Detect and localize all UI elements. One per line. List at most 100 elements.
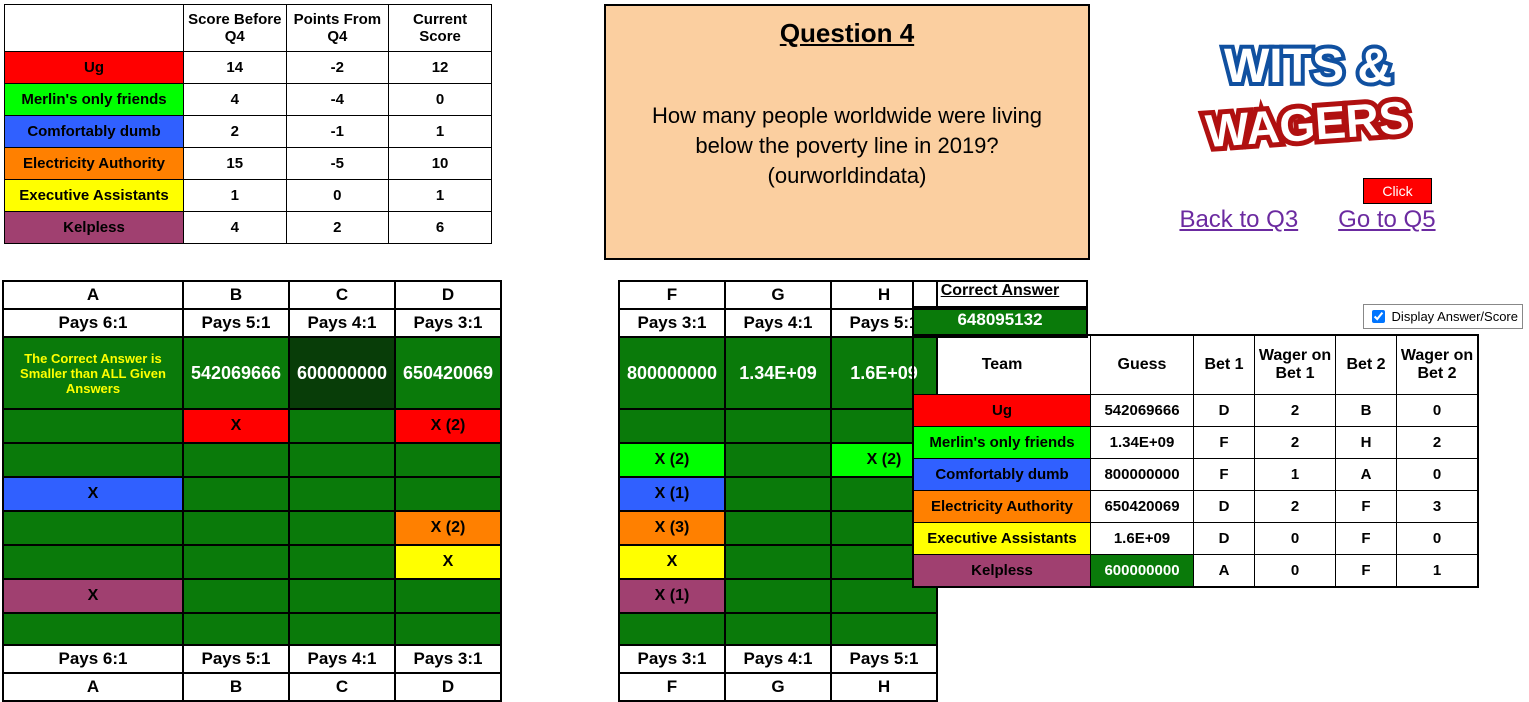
team-name-cell: Electricity Authority — [913, 491, 1091, 523]
board-footer-pays — [501, 645, 619, 673]
team-bet1-cell: A — [1194, 555, 1255, 588]
board-spacer-cell — [725, 613, 831, 645]
question-line-1: How many people worldwide were living — [626, 101, 1068, 131]
board-spacer-cell — [3, 613, 183, 645]
score-header-before: Score Before Q4 — [183, 5, 286, 52]
question-text: How many people worldwide were living be… — [626, 101, 1068, 191]
board-col-value: 600000000 — [289, 337, 395, 409]
team-wager2-cell: 3 — [1397, 491, 1479, 523]
back-link[interactable]: Back to Q3 — [1179, 206, 1298, 234]
board-col-value: 1.34E+09 — [725, 337, 831, 409]
board-spacer-cell — [183, 613, 289, 645]
score-row: Comfortably dumb2-11 — [5, 116, 492, 148]
team-guess-cell: 542069666 — [1091, 395, 1194, 427]
logo-line-1: WITS & — [1224, 40, 1392, 93]
score-row: Merlin's only friends4-40 — [5, 84, 492, 116]
question-card: Question 4 How many people worldwide wer… — [604, 4, 1090, 260]
board-col-pays: Pays 5:1 — [183, 309, 289, 337]
team-name-cell: Ug — [913, 395, 1091, 427]
question-line-2: below the poverty line in 2019? — [626, 131, 1068, 161]
team-guess-cell: 800000000 — [1091, 459, 1194, 491]
board-colA-note: The Correct Answer is Smaller than ALL G… — [5, 351, 181, 396]
score-now: 12 — [389, 52, 492, 84]
betting-board: ABCDFGHPays 6:1Pays 5:1Pays 4:1Pays 3:1P… — [2, 280, 938, 702]
board-bet-cell — [289, 511, 395, 545]
board-bet-cell — [395, 443, 501, 477]
display-answer-checkbox[interactable] — [1372, 310, 1385, 323]
board-bet-cell — [183, 443, 289, 477]
team-wager1-cell: 0 — [1255, 555, 1336, 588]
correct-answer-block: Correct Answer 648095132 — [912, 280, 1088, 338]
board-footer-letter: F — [619, 673, 725, 701]
board-col-value — [501, 337, 619, 409]
team-row: Kelpless600000000A0F1 — [913, 555, 1478, 588]
board-col-value: 800000000 — [619, 337, 725, 409]
board-bet-cell — [725, 477, 831, 511]
board-footer-pays: Pays 4:1 — [725, 645, 831, 673]
board-bet-cell — [3, 443, 183, 477]
score-delta: -5 — [286, 148, 389, 180]
score-header-now: Current Score — [389, 5, 492, 52]
team-wager1-cell: 2 — [1255, 427, 1336, 459]
score-team-name: Kelpless — [5, 212, 184, 244]
board-col-letter: F — [619, 281, 725, 309]
board-bet-cell — [395, 579, 501, 613]
board-footer-letter: A — [3, 673, 183, 701]
score-team-name: Electricity Authority — [5, 148, 184, 180]
board-col-letter — [501, 281, 619, 309]
next-link[interactable]: Go to Q5 — [1338, 206, 1435, 234]
board-col-value: 542069666 — [183, 337, 289, 409]
score-row: Ug14-212 — [5, 52, 492, 84]
score-delta: -1 — [286, 116, 389, 148]
correct-answer-label: Correct Answer — [912, 280, 1088, 308]
team-header-wager2: Wager on Bet 2 — [1397, 335, 1479, 395]
score-row: Electricity Authority15-510 — [5, 148, 492, 180]
score-before: 15 — [183, 148, 286, 180]
score-now: 6 — [389, 212, 492, 244]
board-col-pays: Pays 6:1 — [3, 309, 183, 337]
score-now: 0 — [389, 84, 492, 116]
board-bet-cell — [395, 477, 501, 511]
board-footer-letter: D — [395, 673, 501, 701]
click-button[interactable]: Click — [1363, 178, 1431, 204]
team-bet2-cell: F — [1336, 523, 1397, 555]
team-bet1-cell: D — [1194, 523, 1255, 555]
board-col-pays: Pays 3:1 — [619, 309, 725, 337]
board-bet-cell — [289, 545, 395, 579]
board-bet-cell — [3, 511, 183, 545]
score-now: 1 — [389, 180, 492, 212]
team-guess-cell: 650420069 — [1091, 491, 1194, 523]
board-footer-pays: Pays 5:1 — [831, 645, 937, 673]
board-footer-pays: Pays 5:1 — [183, 645, 289, 673]
board-bet-cell: X (2) — [395, 511, 501, 545]
team-row: Executive Assistants1.6E+09D0F0 — [913, 523, 1478, 555]
board-bet-cell — [501, 579, 619, 613]
team-wager2-cell: 0 — [1397, 395, 1479, 427]
team-bet2-cell: H — [1336, 427, 1397, 459]
board-col-letter: A — [3, 281, 183, 309]
board-bet-cell: X (2) — [619, 443, 725, 477]
board-bet-cell: X — [619, 545, 725, 579]
board-col-letter: G — [725, 281, 831, 309]
display-answer-label: Display Answer/Score — [1392, 309, 1518, 324]
team-bets-table: Team Guess Bet 1 Wager on Bet 1 Bet 2 Wa… — [912, 334, 1479, 588]
display-answer-toggle[interactable]: Display Answer/Score — [1363, 304, 1523, 329]
board-footer-letter — [501, 673, 619, 701]
team-bet1-cell: D — [1194, 491, 1255, 523]
board-bet-cell: X — [3, 579, 183, 613]
team-guess-cell: 1.6E+09 — [1091, 523, 1194, 555]
board-bet-cell — [501, 443, 619, 477]
team-name-cell: Comfortably dumb — [913, 459, 1091, 491]
team-table-header-row: Team Guess Bet 1 Wager on Bet 1 Bet 2 Wa… — [913, 335, 1478, 395]
team-bet1-cell: F — [1194, 459, 1255, 491]
board-footer-letter: H — [831, 673, 937, 701]
team-name-cell: Kelpless — [913, 555, 1091, 588]
board-col-letter: B — [183, 281, 289, 309]
team-bet1-cell: F — [1194, 427, 1255, 459]
score-row: Executive Assistants101 — [5, 180, 492, 212]
score-before: 4 — [183, 84, 286, 116]
board-bet-cell — [725, 579, 831, 613]
team-wager1-cell: 0 — [1255, 523, 1336, 555]
board-col-pays: Pays 4:1 — [725, 309, 831, 337]
team-header-wager1: Wager on Bet 1 — [1255, 335, 1336, 395]
